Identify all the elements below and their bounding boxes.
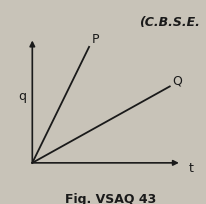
Text: t: t	[187, 162, 192, 175]
Text: P: P	[92, 33, 99, 45]
Text: (C.B.S.E.: (C.B.S.E.	[139, 16, 199, 29]
Text: q: q	[18, 90, 26, 103]
Text: Fig. VSAQ 43: Fig. VSAQ 43	[65, 193, 156, 204]
Text: Q: Q	[172, 75, 182, 88]
